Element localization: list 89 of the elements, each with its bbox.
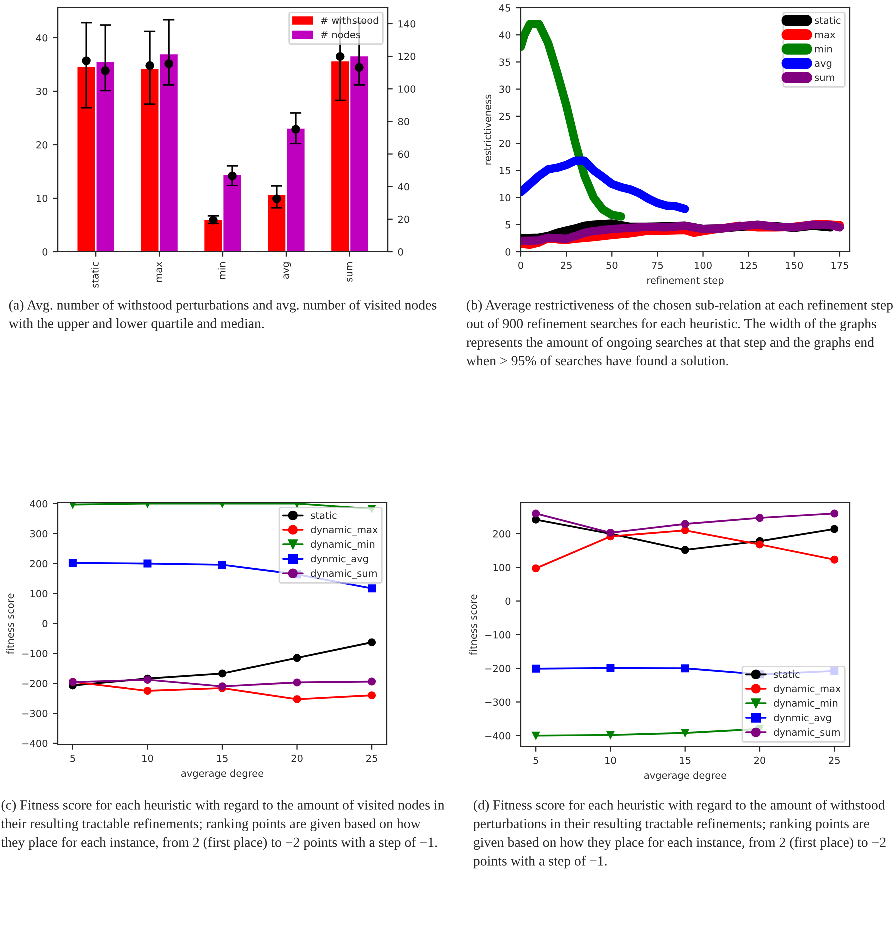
y-tick-label: −200 [486,665,511,672]
x-tick-label: max [156,262,162,282]
legend-label: dynamic_sum [311,570,377,580]
y-tick-label: 20 [500,140,511,148]
x-tick-label: 10 [142,754,154,762]
x-tick-label: 20 [292,754,303,762]
x-tick-label: 15 [680,757,691,764]
y2-tick-label: 80 [398,118,410,126]
y-tick-label: 0 [506,248,511,256]
text: (b) Average restrictiveness of the chosen sub-relation at each refinement step out of 900 refinement searches for each heuristic. The width of the graphs represents the amount of ongoing searches at that step and the graphs end when > 95% of searches have found a solution. [466,300,893,366]
legend-label: max [815,32,836,39]
x-tick-label: 25 [366,754,378,762]
y-tick-label: −100 [22,650,48,658]
y-tick-label: 200 [493,530,511,538]
y-axis-title: fitness score [6,594,14,654]
y-tick-label: −300 [22,710,48,718]
y2-tick-label: 0 [398,248,404,256]
y-tick-label: 400 [30,500,48,508]
y-tick-label: 20 [36,141,48,149]
x-tick-label: static [91,262,99,288]
y-tick-label: −100 [486,631,511,639]
legend-label: dynamic_min [774,699,838,710]
x-tick-label: 100 [695,262,712,270]
y-tick-label: 15 [500,167,510,174]
legend-label: dynmic_avg [311,555,368,565]
x-tick-label: 75 [652,262,664,270]
y-tick-label: 100 [30,590,48,598]
y-tick-label: 30 [36,88,48,96]
y-tick-label: 100 [494,564,511,572]
x-tick-label: 0 [518,262,524,270]
x-tick-label: 50 [606,262,618,270]
text: (c) Fitness score for each heuristic with regard to the amount of visited nodes in their resulting tractable refinements; ranking points are given based on how they place for each instance, from 2 (first place) to −2 points with a step of −1. [1,800,445,850]
y-tick-label: −400 [22,740,48,748]
y-tick-label: 25 [500,112,510,120]
y-tick-label: 10 [36,194,48,202]
legend-label: static [815,16,841,24]
y-tick-label: 40 [499,32,511,39]
legend-label: static [311,512,337,520]
legend-label: avg [815,62,832,69]
legend-label: dynamic_sum [774,728,840,738]
x-tick-label: avg [284,262,292,280]
legend-label: dynamic_max [311,526,378,536]
legend-label: dynmic_avg [774,714,832,724]
x-axis-title: avgerage degree [644,772,727,782]
y-tick-label: 300 [30,530,48,538]
x-tick-label: 20 [754,756,766,764]
y-tick-label: 45 [499,4,510,12]
text: (d) Fitness score for each heuristic with regard to the amount of withstood perturbations in their resulting tractable refinements; ranking points are given based on how they place for each instance, from 2 (first place) to −2 points with a step of −1. [474,800,886,869]
y2-tick-label: 140 [398,20,416,28]
y2-tick-label: 120 [398,53,416,60]
y-tick-label: 40 [36,34,48,42]
legend-label: static [774,670,800,678]
y-tick-label: −200 [22,680,48,688]
y2-tick-label: 60 [398,150,410,158]
x-tick-label: 125 [740,262,758,270]
text: (a) Avg. number of withstood perturbations and avg. number of visited nodes with the upper and lower quartile and median. [8,300,437,332]
x-tick-label: min [218,262,226,280]
y-tick-label: 200 [30,560,48,568]
y2-tick-label: 20 [398,216,410,224]
y-axis-title: fitness score [470,594,478,656]
y-axis-title: restrictiveness [484,94,492,165]
y-tick-label: −300 [486,698,511,706]
x-tick-label: 175 [832,262,848,270]
y-tick-label: 5 [506,221,510,229]
y-tick-label: 0 [42,248,48,256]
y-tick-label: 10 [500,194,511,202]
legend-label: sum [815,76,834,82]
y-tick-label: 0 [506,598,511,606]
x-tick-label: 5 [70,755,76,762]
legend-label: # withstood [321,16,378,24]
x-tick-label: 150 [786,262,804,270]
x-tick-label: 10 [606,756,616,764]
y2-tick-label: 40 [398,183,410,191]
y-tick-label: −400 [486,732,511,740]
x-tick-label: 5 [534,757,538,764]
x-tick-label: 15 [217,755,228,762]
y-tick-label: 30 [500,86,511,94]
y2-tick-label: 100 [398,86,416,93]
x-tick-label: 25 [561,262,572,270]
x-axis-title: avgerage degree [182,770,264,780]
legend-label: dynamic_min [311,540,375,550]
legend-label: min [815,45,832,53]
x-tick-label: 25 [829,756,840,764]
x-tick-label: sum [347,262,353,282]
legend-label: dynamic_max [774,684,841,695]
legend-label: # nodes [321,31,361,39]
y-tick-label: 0 [42,620,48,628]
x-axis-title: refinement step [648,276,724,286]
y-tick-label: 35 [500,58,510,66]
